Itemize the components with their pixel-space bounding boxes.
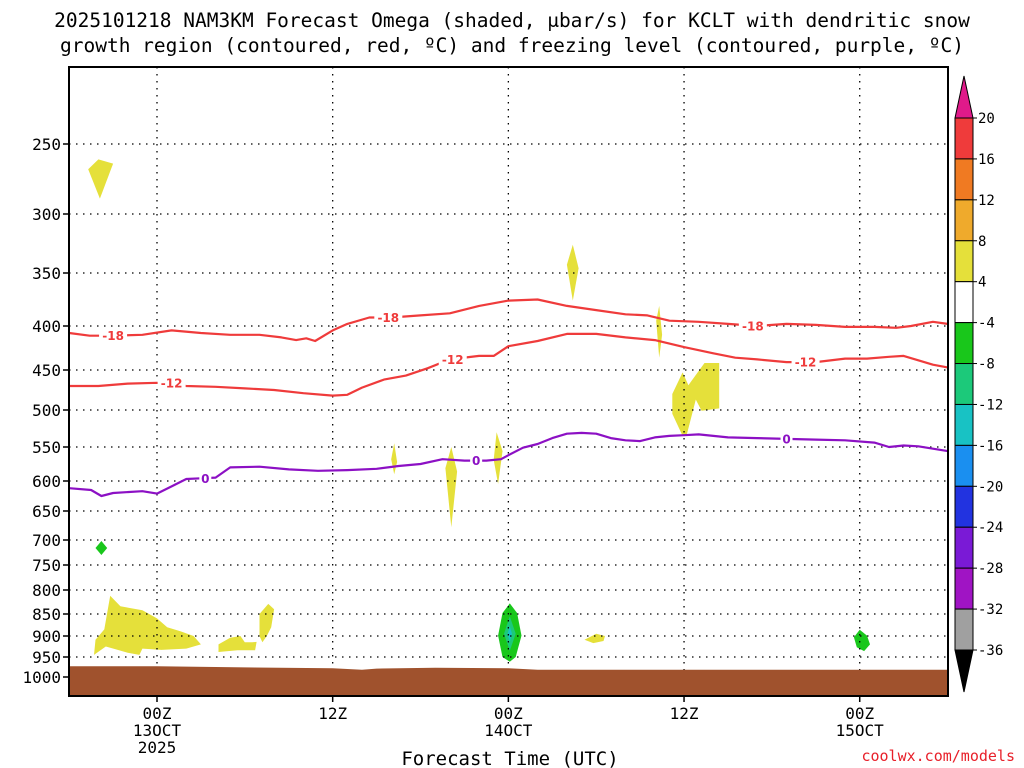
contour-label-bg--18-1 (374, 310, 403, 325)
colorbar-bin-9 (954, 444, 974, 487)
colorbar-label-1: 16 (978, 152, 995, 168)
colorbar-label-0: 20 (978, 111, 995, 127)
colorbar-bottom-triangle (954, 649, 974, 693)
contour-label-bg--18-0 (99, 328, 128, 343)
credit-text[interactable]: coolwx.com/models (861, 747, 1015, 765)
contour-label--12-1: -12 (442, 353, 464, 367)
colorbar-label-13: -36 (978, 643, 1003, 659)
colorbar-bin-1 (954, 117, 974, 160)
y-tick-label-950: 950 (32, 648, 61, 667)
contour-layer: -18 -18 -18 -12 -12 -12 0 0 0 (69, 298, 948, 498)
colorbar-bin-10 (954, 485, 974, 528)
contour-label-0-0: 0 (201, 472, 209, 486)
shaded-region-omega-4to8-600mb (445, 447, 458, 528)
colorbar-bin-4 (954, 240, 974, 283)
colorbar-bin-2 (954, 158, 974, 201)
colorbar-label-12: -32 (978, 602, 1003, 618)
colorbar-bin-13 (954, 608, 974, 651)
contour-label--18-0: -18 (102, 329, 124, 343)
contour-label--12-0: -12 (161, 376, 183, 390)
x-tick-label-42-0: 12Z (670, 704, 699, 723)
x-tick-label-54-1: 15OCT (836, 721, 885, 740)
colorbar-label-7: -12 (978, 397, 1003, 413)
pressure-axis: 250 300 350 400 450 500 550 600 650 700 750 800 850 9… (22, 135, 69, 687)
chart-title-line2: growth region (contoured, red, ºC) and f… (60, 34, 964, 57)
colorbar-label-8: -16 (978, 438, 1003, 454)
y-tick-label-400: 400 (32, 317, 61, 336)
shaded-region-omega-4to8-900mb-a (94, 595, 201, 655)
x-tick-label-6-2: 2025 (138, 738, 177, 757)
colorbar-label-9: -20 (978, 479, 1003, 495)
shaded-region-omega-4to8-580mb (493, 432, 503, 484)
shaded-region-omega-minus4-900mb-right (853, 629, 870, 652)
contour-label-0-1: 0 (472, 454, 480, 468)
x-tick-label-6-1: 13OCT (133, 721, 182, 740)
y-tick-label-1000: 1000 (22, 668, 61, 687)
x-tick-label-18-0: 12Z (318, 704, 347, 723)
colorbar-label-2: 12 (978, 193, 995, 209)
x-tick-label-6-0: 00Z (143, 704, 172, 723)
contour-label-bg--12-1 (438, 352, 467, 367)
y-tick-label-600: 600 (32, 472, 61, 491)
contour-label-bg-0-1 (470, 453, 483, 468)
colorbar-bin-5 (954, 281, 974, 324)
contour-label-0-2: 0 (782, 432, 790, 446)
colorbar-bin-12 (954, 567, 974, 610)
y-tick-label-650: 650 (32, 502, 61, 521)
colorbar: 20 16 12 8 4 -4 -8 -12 -16 -20 -24 -28 -32 -36 (954, 75, 1003, 693)
contour-line--12 (69, 332, 948, 397)
shaded-region-omega-4to8-870mb (259, 603, 275, 643)
y-tick-label-550: 550 (32, 438, 61, 457)
contour-label-bg--12-2 (791, 355, 820, 370)
contour-line-0 (69, 431, 948, 498)
colorbar-label-11: -28 (978, 561, 1003, 577)
colorbar-bin-11 (954, 526, 974, 569)
contour-label-bg--18-2 (738, 319, 767, 333)
colorbar-label-3: 8 (978, 234, 986, 250)
contour-label--18-1: -18 (377, 311, 399, 325)
x-axis-label: Forecast Time (UTC) (401, 748, 618, 768)
shaded-region-omega-minus4-710mb (95, 541, 108, 555)
colorbar-top-triangle (954, 75, 974, 119)
colorbar-bin-7 (954, 363, 974, 405)
terrain-layer (69, 666, 948, 696)
plot-area: -18 -18 -18 -12 -12 -12 0 0 0 (68, 66, 949, 697)
chart-title-line1: 2025101218 NAM3KM Forecast Omega (shaded… (54, 9, 970, 32)
y-tick-label-350: 350 (32, 264, 61, 283)
colorbar-label-6: -8 (978, 357, 995, 373)
x-tick-label-54-0: 00Z (845, 704, 874, 723)
contour-label--12-2: -12 (795, 356, 817, 370)
terrain-fill (69, 666, 948, 696)
contour-label--18-2: -18 (742, 320, 764, 334)
y-tick-label-500: 500 (32, 401, 61, 420)
x-tick-label-30-1: 14OCT (484, 721, 533, 740)
contour-line--18 (69, 298, 948, 343)
contour-label-bg--12-0 (157, 375, 186, 390)
x-tick-label-30-0: 00Z (494, 704, 523, 723)
y-tick-label-250: 250 (32, 135, 61, 154)
y-tick-label-450: 450 (32, 361, 61, 380)
y-tick-label-700: 700 (32, 531, 61, 550)
colorbar-label-10: -24 (978, 520, 1003, 536)
shaded-region-omega-4to8-900mb-b (218, 636, 257, 652)
contour-label-bg-0-0 (199, 471, 212, 486)
y-tick-label-850: 850 (32, 605, 61, 624)
shaded-region-omega-4to8-900mb-c (584, 633, 605, 644)
colorbar-label-5: -4 (978, 316, 995, 332)
colorbar-bin-3 (954, 199, 974, 242)
shaded-region-omega-4to8-250mb-top (88, 159, 114, 199)
y-tick-label-800: 800 (32, 581, 61, 600)
contour-label-bg-0-2 (780, 431, 793, 446)
shaded-region-omega-4to8-350mb (566, 244, 579, 301)
colorbar-label-4: 4 (978, 275, 986, 291)
plot-background (69, 67, 948, 696)
colorbar-bin-6 (954, 322, 974, 365)
shaded-region-omega-minus12-890mb (507, 626, 512, 642)
y-tick-label-900: 900 (32, 627, 61, 646)
colorbar-bin-8 (954, 403, 974, 446)
y-tick-label-750: 750 (32, 556, 61, 575)
y-tick-label-300: 300 (32, 205, 61, 224)
